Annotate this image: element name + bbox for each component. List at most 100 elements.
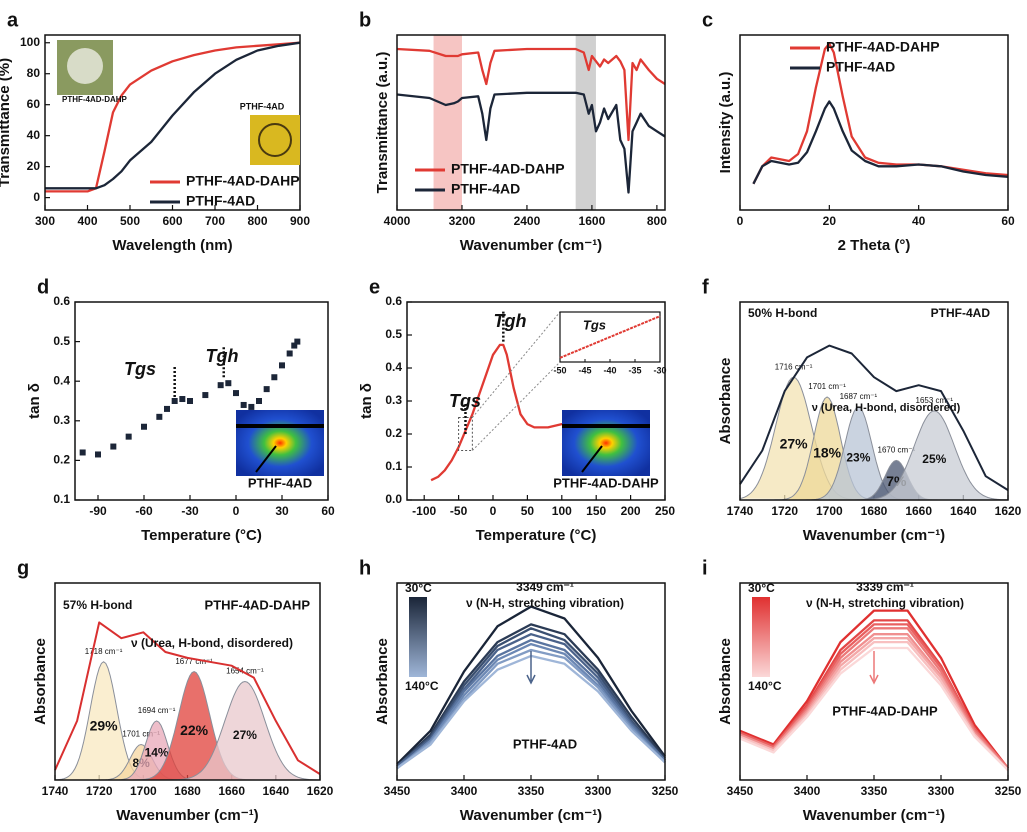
beamstop-arm	[581, 445, 603, 473]
annotation: 3349 cm⁻¹	[516, 580, 574, 594]
colorbar-label: 140°C	[748, 679, 782, 693]
x-tick-label: 1680	[861, 504, 888, 518]
annotation: PTHF-4AD-DAHP	[205, 597, 311, 612]
y-tick-label: 0.6	[53, 294, 70, 308]
x-tick-label: 150	[586, 504, 606, 518]
y-tick-label: 0.0	[385, 492, 402, 506]
x-tick-label: 50	[521, 504, 535, 518]
x-tick-label: 1740	[727, 504, 754, 518]
x-axis-label: Wavenumber (cm⁻¹)	[460, 807, 602, 824]
peak-label: 1670 cm⁻¹	[878, 446, 916, 455]
series-line	[396, 623, 666, 768]
y-tick-label: 60	[27, 97, 41, 111]
y-tick-label: 0.1	[53, 492, 70, 506]
x-tick-label: 0	[490, 504, 497, 518]
inset-tick-label: -45	[578, 365, 591, 375]
x-tick-label: 800	[647, 214, 667, 228]
series-line	[396, 627, 666, 768]
y-axis-label: Absorbance	[32, 638, 49, 725]
annotation: 57% H-bond	[63, 598, 132, 612]
peak-percent: 25%	[922, 452, 946, 466]
x-tick-label: 1620	[307, 784, 334, 798]
peak-label: 1718 cm⁻¹	[85, 647, 123, 656]
arrow-head	[869, 674, 879, 685]
colorbar-label: 30°C	[405, 581, 432, 595]
beamstop	[236, 424, 324, 428]
panel-label: c	[702, 9, 713, 31]
data-point	[256, 398, 262, 404]
annotation: Tgh	[494, 311, 527, 331]
plot-frame	[54, 582, 321, 781]
plot-frame	[406, 301, 666, 501]
y-tick-label: 80	[27, 66, 41, 80]
x-tick-label: 0	[737, 214, 744, 228]
y-tick-label: 0.3	[385, 393, 402, 407]
plot-frame	[396, 34, 666, 211]
data-point	[164, 405, 170, 412]
annotation: ν (N-H, stretching vibration)	[806, 596, 964, 610]
panel-label: f	[702, 276, 709, 298]
y-tick-label: 0	[33, 190, 40, 204]
x-tick-label: -60	[135, 504, 153, 518]
x-tick-label: 60	[321, 504, 335, 518]
data-point	[217, 382, 224, 389]
data-point	[233, 390, 239, 397]
inset-label: PTHF-4AD	[240, 101, 285, 111]
x-axis-label: Wavenumber (cm⁻¹)	[803, 807, 945, 824]
legend-label: PTHF-4AD-DAHP	[186, 173, 300, 189]
panel-label: i	[702, 557, 708, 579]
x-tick-label: 60	[1001, 214, 1015, 228]
x-tick-label: 2400	[514, 214, 541, 228]
band	[575, 35, 596, 210]
panel-label: h	[359, 557, 371, 579]
x-tick-label: 3350	[861, 784, 888, 798]
x-tick-label: 3250	[652, 784, 679, 798]
plot-frame	[396, 582, 666, 781]
plot-frame	[74, 301, 329, 501]
y-axis-label: Absorbance	[717, 358, 734, 445]
data-point	[294, 338, 301, 345]
data-point	[286, 350, 293, 357]
peak-percent: 22%	[180, 722, 209, 738]
x-tick-label: 3300	[928, 784, 955, 798]
x-tick-label: -90	[89, 504, 107, 518]
x-tick-label: 20	[823, 214, 837, 228]
colorbar-label: 30°C	[748, 581, 775, 595]
series-line	[430, 343, 576, 482]
y-tick-label: 0.4	[385, 360, 402, 374]
x-tick-label: -50	[450, 504, 468, 518]
y-axis-label: Absorbance	[374, 638, 391, 725]
x-tick-label: -100	[412, 504, 436, 518]
band	[433, 35, 462, 210]
beamstop-arm	[255, 445, 277, 473]
x-tick-label: 3300	[585, 784, 612, 798]
photo-emblem	[258, 123, 292, 157]
y-axis-label: Intensity (a.u.)	[717, 72, 734, 174]
y-tick-label: 0.1	[385, 459, 402, 473]
legend-label: PTHF-4AD-DAHP	[826, 39, 940, 55]
y-tick-label: 0.2	[53, 453, 70, 467]
inset-label: PTHF-4AD-DAHP	[62, 95, 128, 104]
data-point	[187, 398, 193, 404]
x-axis-label: Wavelength (nm)	[112, 237, 232, 254]
y-tick-label: 0.6	[385, 294, 402, 308]
annotation: ν (Urea, H-bond, disordered)	[812, 402, 961, 414]
photo-figure	[67, 48, 103, 84]
peak-percent: 14%	[145, 746, 169, 760]
x-tick-label: 1640	[262, 784, 289, 798]
beamstop	[562, 424, 650, 428]
inset-label: PTHF-4AD	[248, 475, 312, 490]
x-axis-label: Wavenumber (cm⁻¹)	[460, 237, 602, 254]
x-tick-label: 1600	[579, 214, 606, 228]
peak-label: 1701 cm⁻¹	[808, 382, 846, 391]
colorbar	[409, 597, 427, 677]
panel-label: b	[359, 9, 371, 31]
y-tick-label: 40	[27, 128, 41, 142]
plot-frame	[739, 34, 1009, 211]
x-tick-label: 400	[77, 214, 97, 228]
peak-label: 1677 cm⁻¹	[175, 657, 213, 666]
series-line	[54, 621, 321, 775]
panel-label: a	[7, 9, 19, 31]
data-point	[263, 386, 270, 393]
series-line	[739, 623, 1009, 769]
